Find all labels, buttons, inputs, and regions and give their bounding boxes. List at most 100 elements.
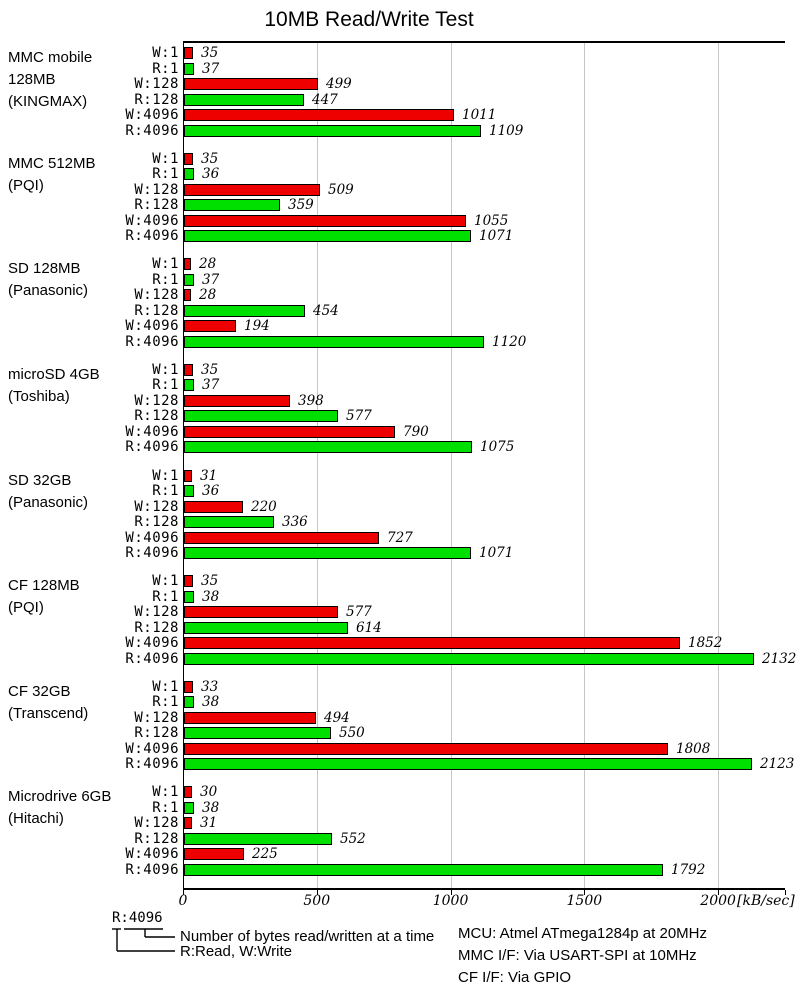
- device-label-line: (Hitachi): [8, 810, 64, 828]
- bar-w-1: [184, 363, 193, 376]
- device-label-line: (Toshiba): [8, 387, 70, 405]
- x-tick-label-1500: 1500: [566, 893, 603, 909]
- row-label: W:128: [134, 287, 179, 304]
- row-label: R:128: [134, 830, 179, 847]
- bar-value-label: 1011: [462, 107, 497, 123]
- row-label: W:4096: [125, 846, 179, 863]
- bar-w-128: [184, 711, 316, 724]
- bar-value-label: 614: [356, 619, 382, 636]
- device-label-line: Microdrive 6GB: [8, 788, 112, 806]
- device-label-line: microSD 4GB: [8, 365, 100, 383]
- bar-w-1: [184, 47, 193, 59]
- row-label: W:128: [134, 76, 179, 92]
- bar-r-1: [184, 62, 194, 75]
- bar-w-128: [184, 394, 290, 407]
- x-axis-line: [183, 888, 785, 890]
- row-label: W:128: [134, 604, 179, 621]
- device-label: SD 128MB (Panasonic): [8, 258, 176, 302]
- device-label: CF 128MB (PQI): [8, 575, 176, 619]
- legend-note-rw: R:Read, W:Write: [180, 943, 292, 960]
- bar-r-1: [184, 801, 194, 814]
- x-axis-tick: [785, 890, 786, 895]
- bar-value-label: 1075: [480, 439, 515, 456]
- bar-value-label: 1808: [676, 740, 711, 757]
- bar-value-label: 33: [201, 678, 219, 695]
- bar-value-label: 225: [252, 846, 278, 863]
- row-label: W:1: [152, 256, 179, 273]
- bar-value-label: 35: [201, 573, 219, 590]
- row-label: R:128: [134, 302, 179, 319]
- bar-w-1: [184, 469, 192, 482]
- bar-value-label: 38: [202, 799, 220, 816]
- bar-r-1: [184, 168, 194, 181]
- gridline-x-500: [316, 43, 318, 888]
- row-label: R:4096: [125, 122, 179, 139]
- bar-w-128: [184, 606, 338, 619]
- bar-w-128: [184, 289, 191, 302]
- device-label: SD 32GB (Panasonic): [8, 470, 176, 514]
- row-label: W:4096: [125, 740, 179, 757]
- device-label: MMC 512MB (PQI): [8, 153, 176, 197]
- y-axis-line: [183, 43, 184, 888]
- bar-w-1: [184, 258, 191, 271]
- bar-value-label: 1792: [671, 861, 706, 878]
- bar-w-128: [184, 500, 243, 513]
- row-label: R:1: [152, 483, 179, 499]
- bar-value-label: 220: [251, 498, 277, 515]
- bar-r-128: [184, 621, 348, 634]
- bar-value-label: 36: [202, 483, 220, 499]
- x-tick-label-1000: 1000: [432, 893, 469, 909]
- device-label-line: 128MB: [8, 71, 56, 88]
- footer-mcu: MCU: Atmel ATmega1284p at 20MHz: [458, 925, 707, 942]
- device-label-line: (Panasonic): [8, 493, 89, 511]
- row-label: W:4096: [125, 318, 179, 335]
- bar-r-128: [184, 727, 331, 740]
- row-label: R:128: [134, 408, 179, 425]
- gridline-x-2000: [718, 43, 720, 888]
- bar-w-4096: [184, 848, 244, 861]
- bar-value-label: 790: [403, 423, 429, 440]
- x-tick-label-500: 500: [303, 893, 331, 909]
- legend-note-bytes: Number of bytes read/written at a time: [180, 928, 435, 945]
- row-label: R:4096: [125, 545, 179, 561]
- bar-value-label: 31: [200, 467, 218, 484]
- row-label: R:4096: [125, 333, 179, 350]
- bar-value-label: 1120: [492, 333, 527, 350]
- row-label: W:1: [152, 150, 179, 167]
- row-label: R:128: [134, 725, 179, 742]
- bar-r-128: [184, 199, 280, 212]
- bar-w-1: [184, 575, 193, 588]
- row-label: W:4096: [125, 529, 179, 546]
- bar-r-4096: [184, 547, 471, 559]
- footer-cf-interface: CF I/F: Via GPIO: [458, 969, 572, 986]
- gridline-x-1500: [584, 43, 586, 888]
- row-label: W:1: [152, 45, 179, 61]
- device-label-line: (PQI): [8, 599, 44, 617]
- bar-r-4096: [184, 230, 471, 243]
- row-label: R:128: [134, 514, 179, 530]
- row-label: R:128: [134, 197, 179, 214]
- bar-value-label: 38: [202, 588, 220, 605]
- device-label-line: (PQI): [8, 176, 44, 194]
- bar-value-label: 359: [288, 197, 314, 214]
- row-label: R:1: [152, 166, 179, 183]
- chart-title: 10MB Read/Write Test: [264, 8, 474, 31]
- bar-value-label: 1071: [479, 228, 514, 245]
- device-label: microSD 4GB (Toshiba): [8, 364, 176, 408]
- bar-r-4096: [184, 335, 484, 348]
- row-label: W:128: [134, 815, 179, 832]
- row-label: R:128: [134, 619, 179, 636]
- bar-r-4096: [184, 652, 754, 665]
- row-label: W:1: [152, 361, 179, 378]
- bar-r-1: [184, 273, 194, 286]
- bar-w-4096: [184, 742, 668, 755]
- device-label-line: CF 32GB: [8, 682, 71, 700]
- bar-w-128: [184, 817, 192, 830]
- bar-r-4096: [184, 758, 752, 771]
- bar-value-label: 35: [201, 45, 219, 61]
- x-axis-tick: [718, 890, 720, 895]
- bar-value-label: 1071: [479, 545, 514, 561]
- bar-w-4096: [184, 531, 379, 544]
- bar-w-1: [184, 786, 192, 799]
